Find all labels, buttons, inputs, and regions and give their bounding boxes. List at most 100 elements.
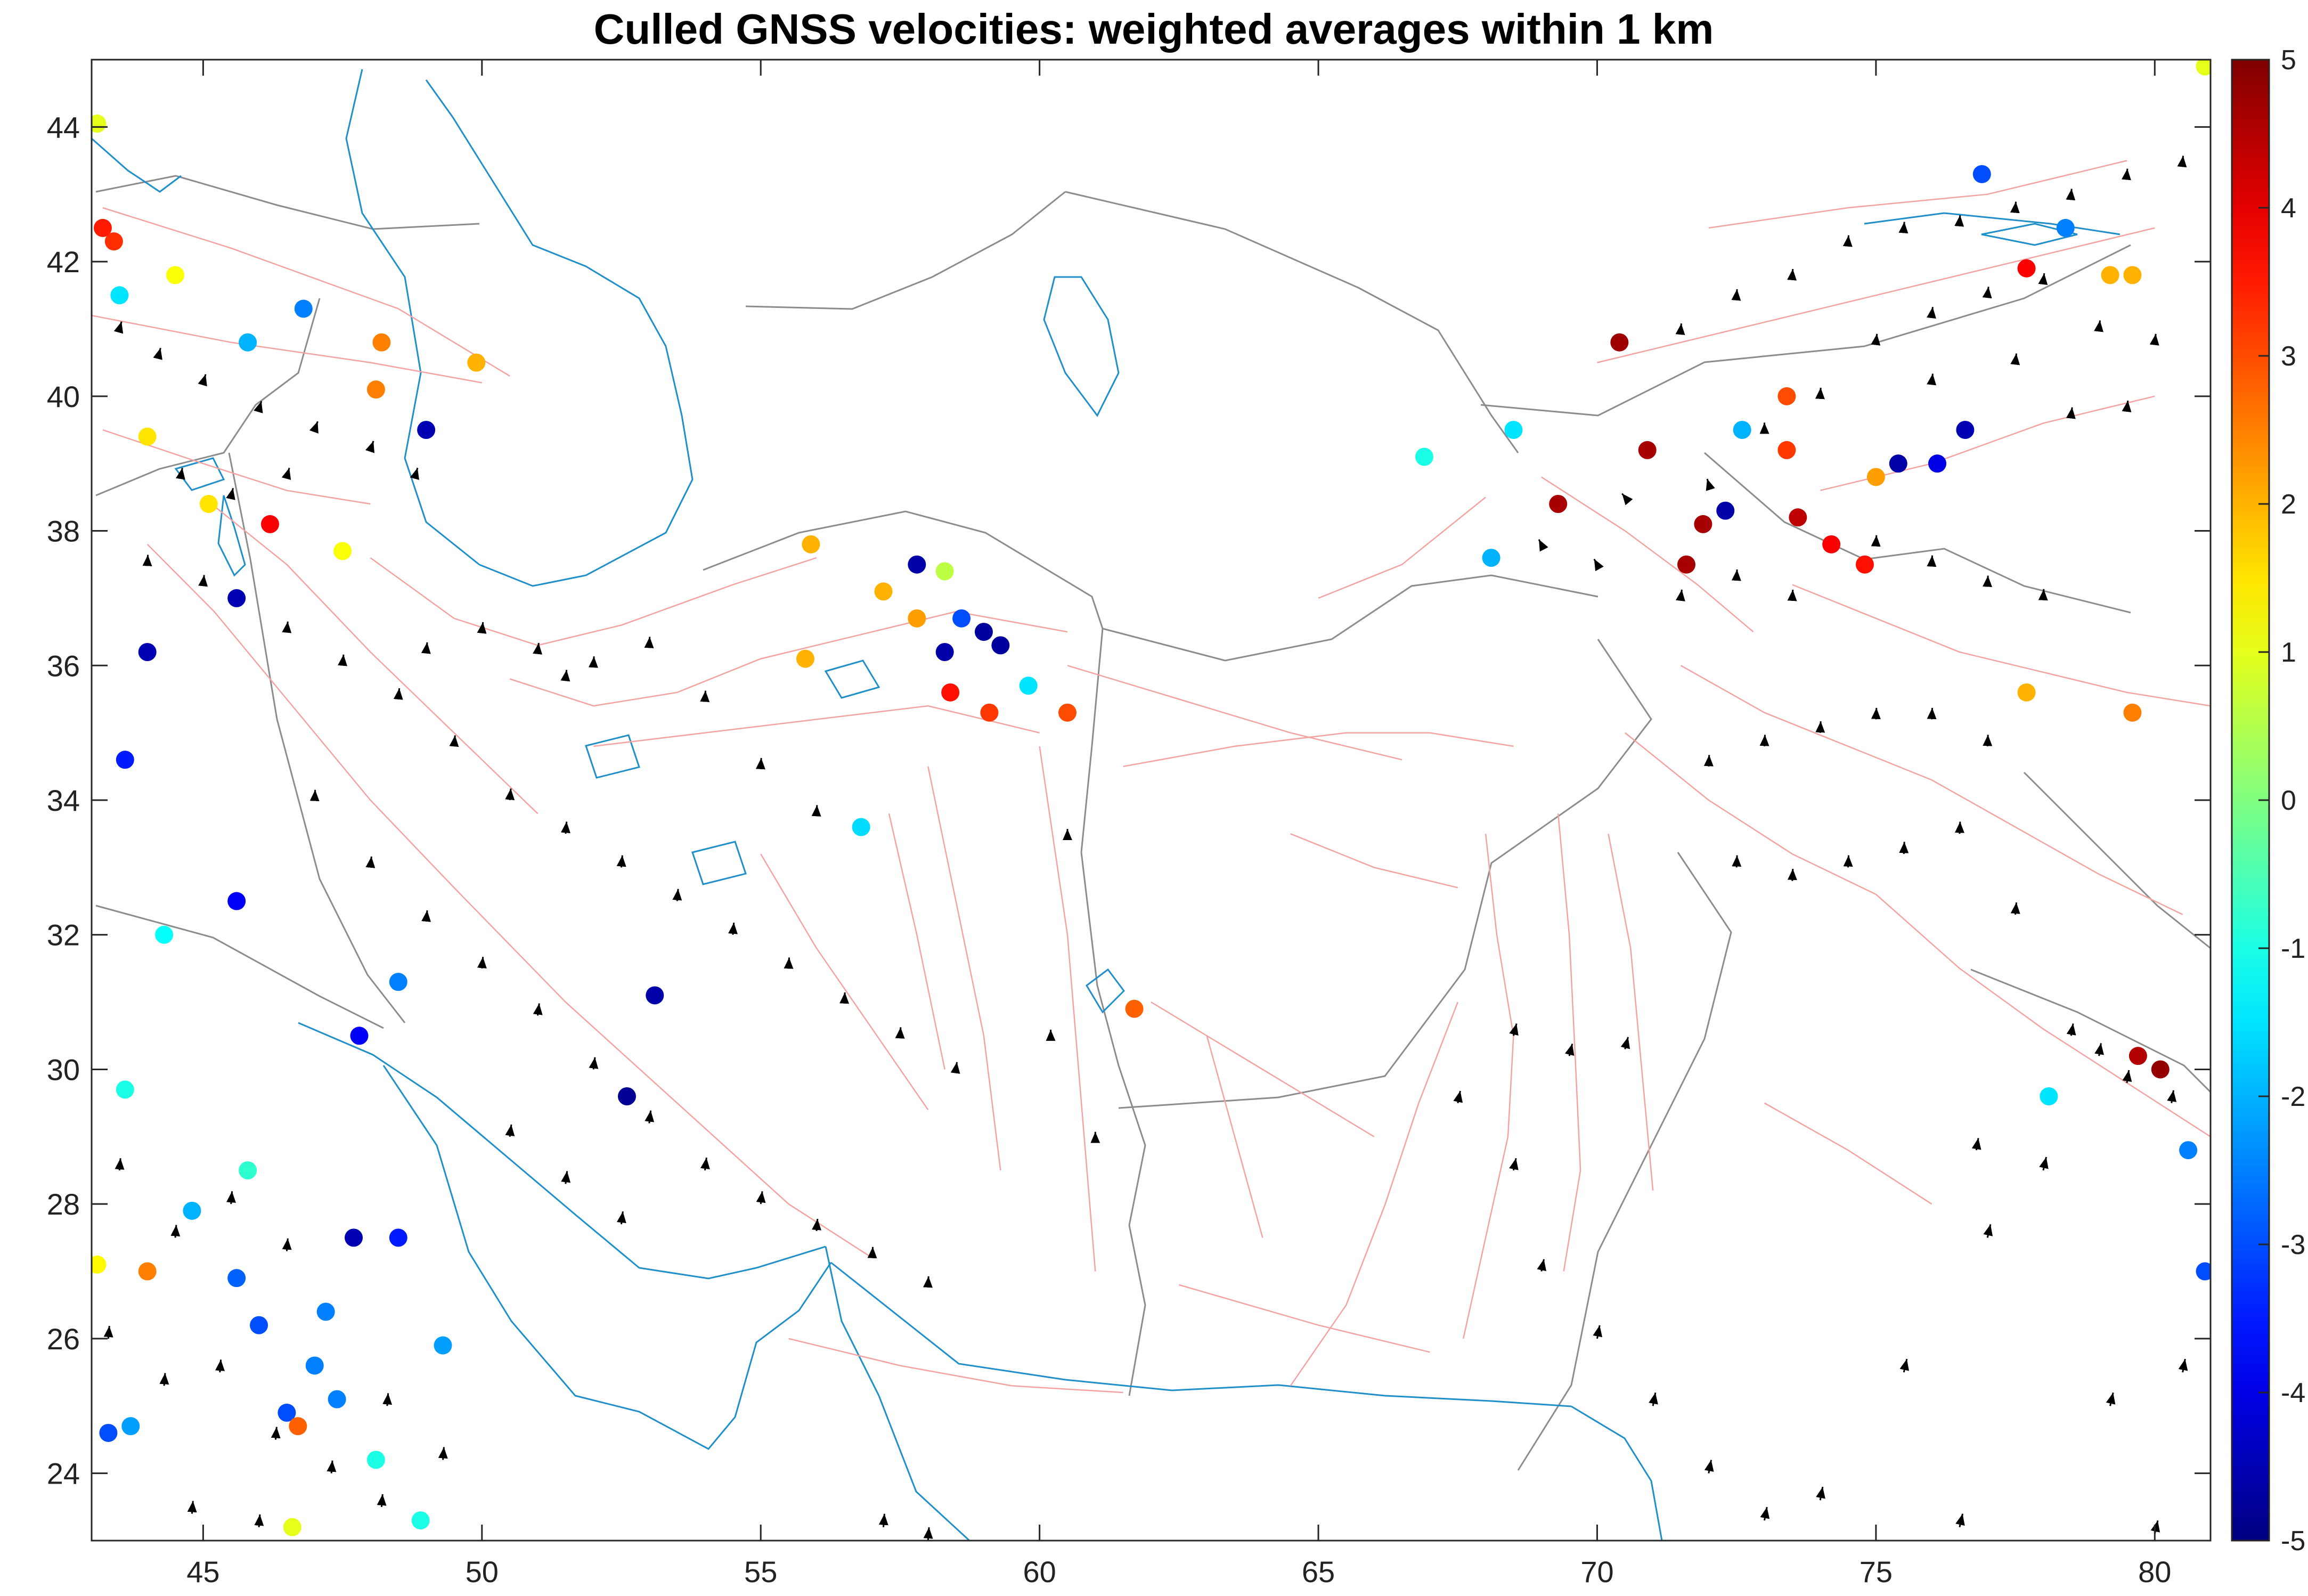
station-marker [1789, 508, 1807, 527]
station-marker [1058, 703, 1076, 722]
station-marker [389, 1228, 407, 1247]
velocity-arrow [365, 856, 376, 868]
station-marker [1504, 421, 1523, 439]
station-marker [333, 542, 352, 560]
y-tick-label: 44 [47, 110, 80, 144]
colorbar-ticks: 5 4 3 2 1 0 -1 -2 -3 -4 -5 [2258, 45, 2305, 1557]
velocity-arrow [1815, 721, 1825, 733]
velocity-arrow [1927, 307, 1936, 319]
colorbar-tick-label: 5 [2281, 45, 2296, 76]
velocity-arrow [950, 1062, 960, 1074]
fault-trace [1541, 476, 1754, 633]
station-marker [1822, 535, 1841, 553]
velocity-arrow [867, 1247, 877, 1259]
station-marker [1638, 441, 1657, 459]
velocity-arrow [309, 421, 319, 434]
velocity-arrow [1649, 1392, 1658, 1406]
station-marker [1733, 421, 1751, 439]
x-axis-ticks: 45 50 55 60 65 70 75 80 [186, 60, 2171, 1589]
velocity-arrow [282, 621, 292, 633]
velocity-arrow [1593, 1325, 1603, 1339]
velocity-arrow [1815, 387, 1825, 400]
station-marker [1928, 454, 1947, 473]
station-marker [935, 562, 954, 581]
station-marker [1677, 555, 1695, 574]
velocity-arrow [644, 637, 654, 648]
velocity-arrow [2010, 353, 2020, 365]
velocity-arrow [2106, 1392, 2116, 1406]
velocity-arrow [700, 1157, 710, 1171]
velocity-arrow [561, 1171, 571, 1184]
velocity-arrow [2178, 1358, 2188, 1373]
fault-trace [788, 1338, 1123, 1394]
station-marker [952, 609, 971, 628]
velocity-arrow [588, 656, 598, 668]
fault-trace [102, 429, 371, 505]
velocity-arrow [1983, 1224, 1993, 1238]
x-tick-label: 80 [2138, 1555, 2171, 1589]
station-marker [104, 232, 123, 251]
velocity-arrow [1620, 1037, 1630, 1049]
station-marker [467, 353, 486, 372]
x-tick-label: 60 [1023, 1555, 1056, 1589]
velocity-arrow [327, 1460, 337, 1473]
fault-trace [1123, 732, 1514, 768]
velocity-vectors [103, 156, 2188, 1541]
vertical-velocity-stations [92, 60, 2211, 1536]
station-marker [138, 1262, 157, 1281]
station-marker [2196, 1262, 2211, 1281]
fault-trace [1680, 665, 2183, 915]
station-marker [1716, 501, 1735, 520]
velocity-arrow [1593, 558, 1604, 572]
velocity-arrow [477, 957, 487, 969]
colorbar-tick-label: 2 [2281, 489, 2296, 520]
velocity-arrow [1842, 235, 1853, 247]
velocity-arrow [254, 401, 263, 413]
fault-trace [1290, 833, 1458, 889]
border-kyrgyz [1480, 244, 2131, 417]
colorbar-tick-label: -4 [2281, 1378, 2305, 1408]
station-marker [260, 515, 279, 533]
velocity-arrow [616, 1211, 626, 1225]
fault-trace [1792, 584, 2211, 707]
colorbar-bar [2231, 59, 2270, 1542]
velocity-arrow [2038, 589, 2048, 601]
border-afghan-pakistan [1118, 639, 1652, 1109]
colorbar-tick-label: -2 [2281, 1081, 2305, 1112]
station-marker [350, 1027, 369, 1045]
fault-trace [1318, 496, 1486, 599]
velocity-arrow [1564, 1044, 1575, 1056]
velocity-arrow [645, 1110, 655, 1123]
fault-trace [593, 705, 1040, 747]
station-marker [2179, 1141, 2198, 1160]
colorbar-tick-label: 3 [2281, 341, 2296, 372]
station-marker [316, 1302, 335, 1321]
velocity-arrow [115, 1158, 125, 1171]
velocity-arrow [198, 575, 208, 587]
station-marker [1482, 549, 1500, 567]
station-marker [138, 427, 157, 446]
velocity-arrow [1955, 1513, 1965, 1528]
station-marker [1889, 454, 1907, 473]
station-marker [99, 1423, 118, 1442]
station-marker [1855, 555, 1874, 574]
border-kazakhstan-turkmen [745, 191, 1066, 310]
station-marker [155, 925, 174, 944]
velocity-arrow [226, 487, 235, 500]
coastline-issyk-kul [1981, 223, 2078, 246]
y-tick-label: 26 [47, 1322, 80, 1356]
station-marker [1125, 999, 1144, 1018]
velocity-arrow [1704, 1460, 1714, 1473]
velocity-arrow [1787, 268, 1797, 281]
velocity-arrow [226, 1191, 236, 1204]
station-marker [796, 649, 814, 668]
station-marker [138, 643, 157, 661]
coastline-black-sea [92, 137, 182, 193]
station-marker [283, 1518, 301, 1536]
x-tick-label: 45 [186, 1555, 219, 1589]
velocity-arrow [198, 374, 207, 387]
station-marker [2040, 1087, 2058, 1105]
velocity-arrow [2010, 902, 2020, 915]
basemap-layer [92, 60, 2211, 1541]
colorbar-tick-label: -3 [2281, 1229, 2305, 1260]
